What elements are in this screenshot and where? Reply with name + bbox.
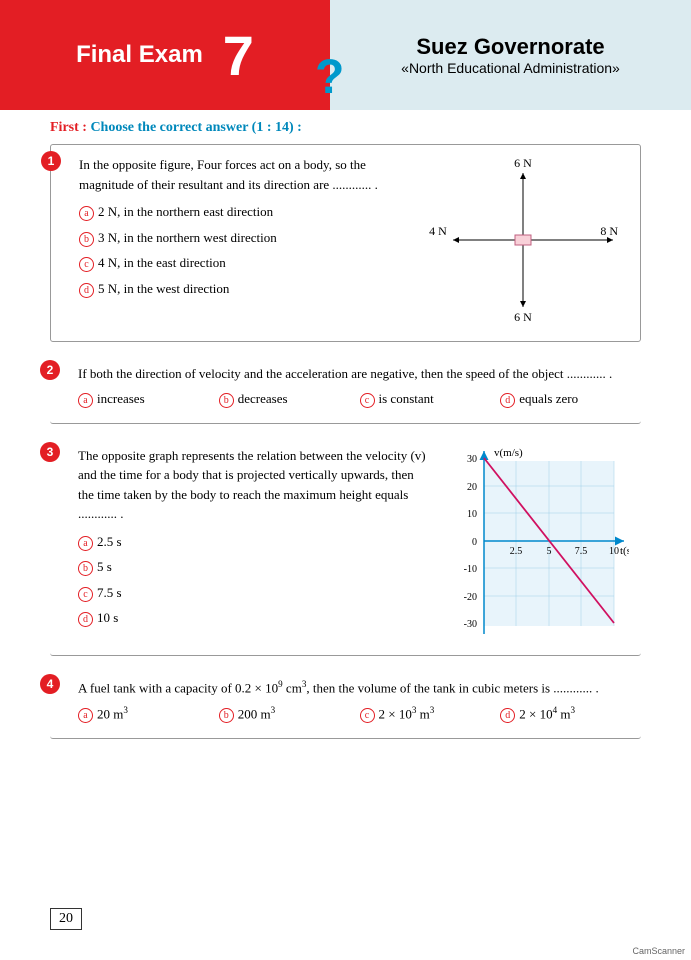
svg-text:7.5: 7.5 (575, 546, 588, 557)
question-number: 2 (40, 360, 60, 380)
option-a: aincreases (78, 389, 207, 409)
options: a2.5 s b5 s c7.5 s d10 s (78, 532, 427, 628)
force-top: 6 N (514, 156, 532, 170)
option-a: a20 m3 (78, 704, 207, 724)
svg-text:10: 10 (609, 546, 619, 557)
exam-header: Final Exam 7 ? Suez Governorate «North E… (0, 0, 691, 110)
option-b: b5 s (78, 557, 427, 577)
svg-text:-10: -10 (464, 564, 477, 575)
administration: «North Educational Administration» (401, 60, 620, 76)
option-d: d10 s (78, 608, 427, 628)
option-d: dequals zero (500, 389, 629, 409)
option-c: c7.5 s (78, 583, 427, 603)
option-c: c2 × 103 m3 (360, 704, 489, 724)
y-label: v(m/s) (494, 447, 523, 459)
x-label: t(s) (620, 545, 629, 557)
option-b: b200 m3 (219, 704, 348, 724)
page-number: 20 (50, 908, 82, 930)
svg-text:10: 10 (467, 509, 477, 520)
header-left: Final Exam 7 (0, 0, 330, 110)
svg-text:-30: -30 (464, 619, 477, 630)
force-bottom: 6 N (514, 310, 532, 324)
scanner-watermark: CamScanner (632, 946, 685, 956)
option-b: bdecreases (219, 389, 348, 409)
question-4: 4 A fuel tank with a capacity of 0.2 × 1… (50, 668, 641, 739)
options: a20 m3 b200 m3 c2 × 103 m3 d2 × 104 m3 (78, 704, 629, 724)
question-number: 3 (40, 442, 60, 462)
svg-text:-20: -20 (464, 592, 477, 603)
section-instruction: Choose the correct answer (1 : 14) : (90, 120, 301, 135)
question-mark-icon: ? (315, 50, 344, 105)
question-text: A fuel tank with a capacity of 0.2 × 109… (78, 678, 629, 698)
section-heading: First : Choose the correct answer (1 : 1… (50, 120, 641, 136)
svg-text:2.5: 2.5 (510, 546, 523, 557)
question-text: In the opposite figure, Four forces act … (79, 155, 406, 194)
options: aincreases bdecreases cis constant dequa… (78, 389, 629, 409)
svg-text:5: 5 (547, 546, 552, 557)
question-number: 4 (40, 674, 60, 694)
option-d: d5 N, in the west direction (79, 279, 406, 299)
option-d: d2 × 104 m3 (500, 704, 629, 724)
options: a2 N, in the northern east direction b3 … (79, 202, 406, 298)
force-left: 4 N (429, 224, 447, 238)
velocity-graph: v(m/s) t(s) 30 20 10 0 -10 -20 -30 2.5 5… (439, 446, 629, 642)
svg-text:30: 30 (467, 454, 477, 465)
question-2: 2 If both the direction of velocity and … (50, 354, 641, 424)
content: First : Choose the correct answer (1 : 1… (0, 110, 691, 739)
exam-label: Final Exam (76, 41, 203, 69)
exam-number: 7 (223, 23, 254, 88)
question-3: 3 The opposite graph represents the rela… (50, 436, 641, 657)
svg-text:0: 0 (472, 537, 477, 548)
header-right: ? Suez Governorate «North Educational Ad… (330, 0, 691, 110)
svg-text:20: 20 (467, 482, 477, 493)
force-right: 8 N (600, 224, 618, 238)
option-c: c4 N, in the east direction (79, 253, 406, 273)
question-text: The opposite graph represents the relati… (78, 446, 427, 524)
option-a: a2 N, in the northern east direction (79, 202, 406, 222)
question-number: 1 (41, 151, 61, 171)
question-1: 1 In the opposite figure, Four forces ac… (50, 144, 641, 342)
option-b: b3 N, in the northern west direction (79, 228, 406, 248)
section-label: First : (50, 120, 87, 135)
question-text: If both the direction of velocity and th… (78, 364, 629, 384)
option-c: cis constant (360, 389, 489, 409)
governorate: Suez Governorate (416, 34, 604, 60)
option-a: a2.5 s (78, 532, 427, 552)
force-diagram: 6 N 6 N 4 N 8 N (418, 155, 628, 331)
